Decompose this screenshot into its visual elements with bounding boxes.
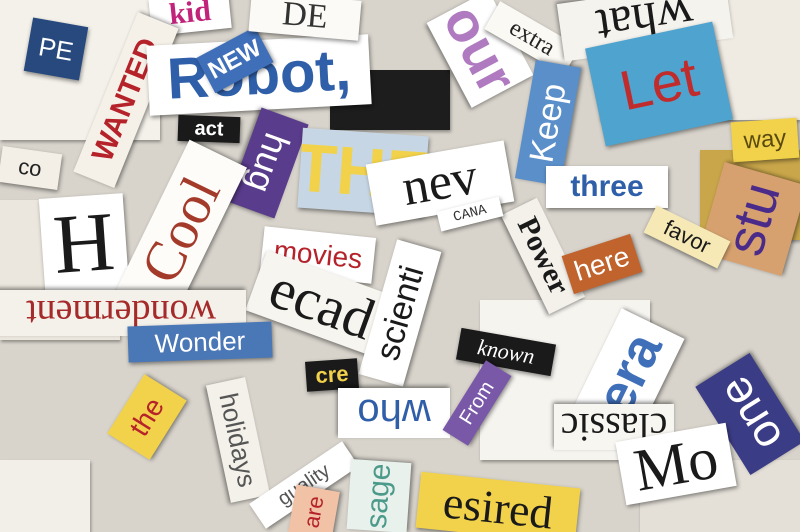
clipping-pe: PE — [23, 17, 89, 81]
clipping-co: co — [0, 145, 63, 191]
paper-fragment — [0, 460, 90, 532]
clipping-act: act — [177, 114, 241, 144]
clipping-who: who — [338, 388, 450, 438]
clipping-the-small: the — [107, 374, 187, 460]
clipping-holidays: holidays — [205, 377, 271, 503]
clipping-here: here — [561, 233, 643, 295]
clipping-de: DE — [248, 0, 362, 41]
clipping-are: are — [288, 484, 340, 532]
clipping-h-letter: H — [38, 193, 130, 295]
clipping-wonder: Wonder — [127, 321, 273, 363]
clipping-cre: cre — [305, 358, 359, 392]
clipping-way: way — [730, 117, 800, 163]
clipping-desired: esired — [415, 471, 581, 532]
clipping-three: three — [546, 166, 668, 208]
clipping-message: sage — [346, 458, 412, 532]
